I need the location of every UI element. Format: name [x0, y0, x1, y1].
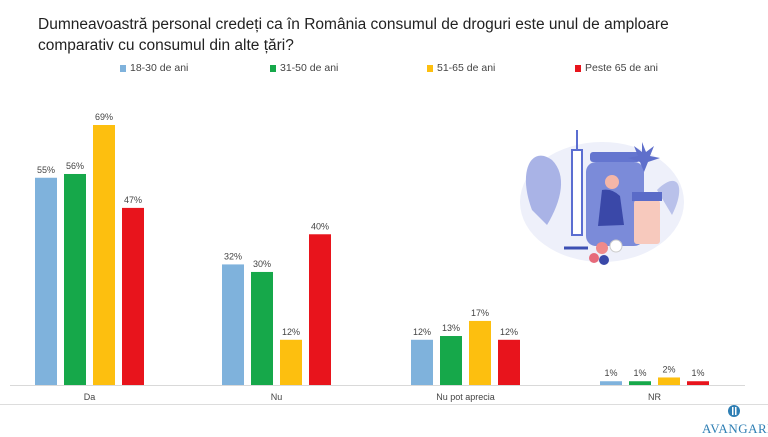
pill-icon: [596, 242, 608, 254]
avangarde-logo: AVANGARDE: [702, 404, 768, 437]
category-label: Nu pot aprecia: [436, 392, 495, 402]
logo-icon: [728, 405, 740, 417]
category-label: NR: [648, 392, 661, 402]
data-label: 55%: [37, 165, 55, 175]
data-label: 1%: [633, 368, 646, 378]
category-label: Nu: [271, 392, 283, 402]
bar: [93, 125, 115, 385]
bar: [658, 377, 680, 385]
data-label: 2%: [662, 364, 675, 374]
bar: [280, 339, 302, 385]
bar: [64, 173, 86, 385]
legend-label: Peste 65 de ani: [585, 62, 658, 74]
legend-swatch: [270, 64, 276, 72]
person-body: [598, 189, 624, 226]
bar: [411, 339, 433, 385]
legend-item: 51-65 de ani: [427, 62, 495, 74]
data-label: 32%: [224, 251, 242, 261]
data-label: 56%: [66, 161, 84, 171]
data-label: 12%: [500, 327, 518, 337]
legend-item: 31-50 de ani: [270, 62, 338, 74]
pill-icon: [599, 255, 609, 265]
bar: [122, 207, 144, 385]
bar: [440, 336, 462, 385]
legend-item: Peste 65 de ani: [575, 62, 658, 74]
pill-bottle-icon: [634, 200, 660, 244]
data-label: 13%: [442, 323, 460, 333]
legend-swatch: [427, 64, 433, 72]
jar-lid: [590, 152, 640, 162]
legend-item: 18-30 de ani: [120, 62, 188, 74]
legend-label: 51-65 de ani: [437, 62, 496, 74]
legend-label: 31-50 de ani: [280, 62, 339, 74]
category-label: Da: [84, 392, 96, 402]
person-head: [605, 175, 619, 189]
bar: [251, 271, 273, 385]
bar: [222, 264, 244, 385]
data-label: 30%: [253, 259, 271, 269]
bar: [600, 381, 622, 385]
data-label: 40%: [311, 221, 329, 231]
bar: [629, 381, 651, 385]
bar: [687, 381, 709, 385]
data-label: 17%: [471, 308, 489, 318]
drug-illustration: [520, 130, 684, 265]
pill-icon: [609, 239, 623, 253]
cannabis-leaf-icon: [628, 142, 660, 172]
pill-bottle-cap: [632, 192, 662, 201]
legend: 18-30 de ani 31-50 de ani 51-65 de ani Pest…: [0, 62, 768, 78]
data-label: 1%: [604, 368, 617, 378]
logo-text: AVANGARDE: [702, 421, 768, 436]
leaf-shape: [657, 180, 680, 215]
bar: [498, 339, 520, 385]
pill-icon: [589, 253, 599, 263]
bar: [469, 320, 491, 385]
leaf-shape: [525, 155, 562, 225]
data-label: 1%: [691, 368, 704, 378]
data-label: 69%: [95, 112, 113, 122]
data-label: 12%: [282, 327, 300, 337]
footer-divider: [0, 404, 768, 405]
legend-swatch: [120, 64, 126, 72]
data-label: 47%: [124, 195, 142, 205]
data-label: 12%: [413, 327, 431, 337]
syringe-icon: [564, 130, 588, 250]
legend-label: 18-30 de ani: [130, 62, 189, 74]
bar: [309, 234, 331, 385]
bar: [35, 177, 57, 385]
chart-title: Dumneavoastră personal credeți ca în Rom…: [38, 16, 669, 54]
legend-swatch: [575, 64, 581, 72]
